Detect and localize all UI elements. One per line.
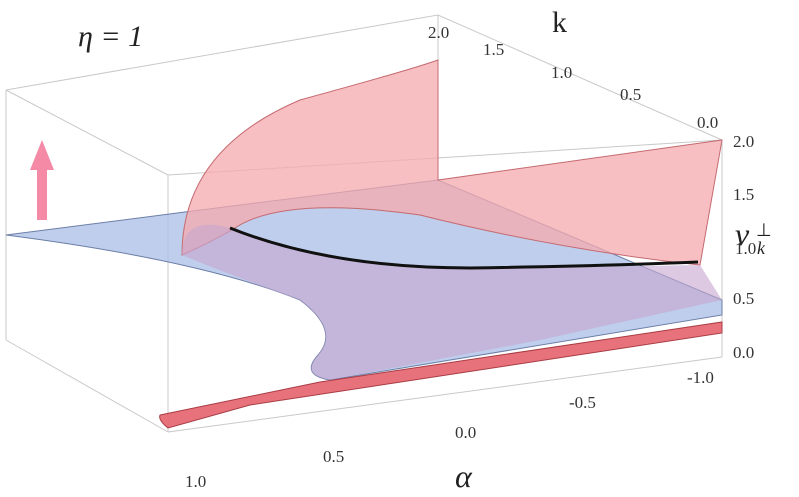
z-tick-0.5: 0.5 <box>733 289 754 308</box>
red-upper-overlay <box>182 224 722 380</box>
z-tick-1.0: 1.0 <box>735 239 756 258</box>
z-axis-label-sup: ⊥ <box>756 220 772 240</box>
alpha-tick-1.0: 1.0 <box>185 472 206 491</box>
alpha-tick-0.0: 0.0 <box>455 423 476 442</box>
alpha-tick-neg1.0: -1.0 <box>687 368 714 387</box>
red-upper-surface <box>181 59 723 266</box>
z-axis-label-main: ν <box>735 216 750 252</box>
k-tick-0.5: 0.5 <box>620 85 641 104</box>
k-tick-1.0: 1.0 <box>551 63 572 82</box>
z-tick-2.0: 2.0 <box>733 132 754 151</box>
red-lower-surface <box>159 321 723 429</box>
k-axis-label: k <box>552 6 567 39</box>
alpha-tick-0.5: 0.5 <box>323 447 344 466</box>
z-axis-label-sub: k <box>757 238 766 258</box>
z-tick-0.0: 0.0 <box>733 343 754 362</box>
plot-box <box>5 14 723 433</box>
z-tick-1.5: 1.5 <box>733 185 754 204</box>
chart-title: η = 1 <box>78 20 143 53</box>
alpha-tick-neg0.5: -0.5 <box>569 393 596 412</box>
k-tick-0.0: 0.0 <box>697 113 718 132</box>
z-axis-label: ν k ⊥ <box>735 216 772 258</box>
alpha-axis-label: α <box>455 458 473 494</box>
k-tick-2.0: 2.0 <box>428 23 449 42</box>
up-arrow-icon <box>30 140 54 220</box>
intersection-curve <box>229 226 699 270</box>
k-tick-1.5: 1.5 <box>483 40 504 59</box>
